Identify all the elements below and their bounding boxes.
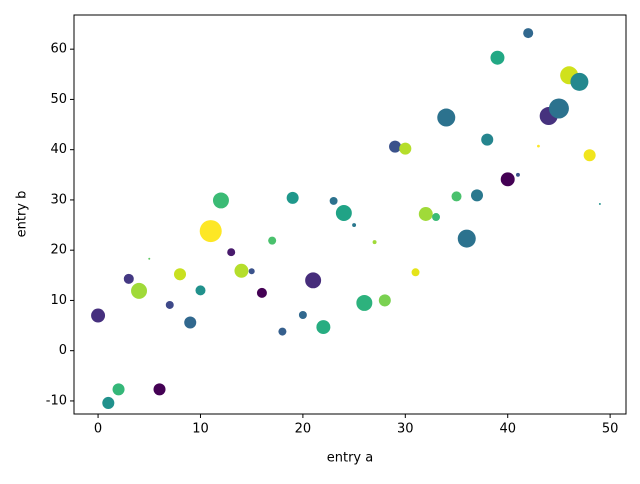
- point: [153, 383, 166, 396]
- point: [548, 98, 569, 119]
- point: [457, 229, 476, 248]
- point: [248, 268, 255, 275]
- point: [335, 205, 352, 221]
- point: [481, 133, 494, 146]
- point: [451, 191, 462, 202]
- y-axis-label: entry b: [15, 191, 30, 238]
- y-tick-label: 50: [50, 92, 67, 107]
- point: [378, 294, 391, 307]
- point: [432, 213, 441, 222]
- point: [91, 308, 106, 323]
- point: [537, 144, 540, 148]
- point: [123, 273, 134, 284]
- point: [256, 287, 267, 298]
- point: [598, 202, 601, 205]
- point: [411, 268, 420, 277]
- point: [500, 172, 515, 187]
- point: [399, 142, 412, 155]
- point: [212, 192, 229, 209]
- point: [490, 50, 505, 65]
- point: [278, 327, 287, 336]
- y-tick-label: -10: [46, 393, 67, 408]
- point: [329, 196, 338, 205]
- y-tick-label: 30: [50, 192, 67, 207]
- x-tick-label: 20: [295, 422, 312, 437]
- point: [165, 300, 174, 309]
- point: [184, 316, 197, 329]
- y-tick-label: 20: [50, 243, 67, 258]
- point: [352, 223, 357, 228]
- point: [523, 28, 534, 39]
- x-tick-label: 30: [397, 422, 414, 437]
- point: [102, 396, 115, 409]
- y-tick-label: 60: [50, 42, 67, 57]
- point: [268, 236, 277, 245]
- x-tick-label: 50: [602, 422, 619, 437]
- y-tick-label: 0: [59, 343, 67, 358]
- point: [305, 272, 322, 289]
- point: [234, 263, 249, 278]
- point: [298, 311, 307, 319]
- point: [389, 140, 402, 153]
- point: [199, 220, 222, 243]
- point: [148, 257, 151, 260]
- point: [286, 191, 299, 204]
- point: [316, 320, 331, 335]
- point: [437, 108, 456, 127]
- x-tick-label: 0: [94, 422, 102, 437]
- x-axis-label: entry a: [327, 451, 373, 466]
- plot-frame: [73, 14, 627, 415]
- point: [515, 172, 520, 177]
- point: [470, 189, 484, 202]
- point: [418, 207, 433, 221]
- point: [356, 294, 373, 311]
- point: [372, 240, 377, 245]
- point: [570, 72, 589, 91]
- point: [131, 282, 148, 299]
- x-tick-label: 40: [499, 422, 516, 437]
- point: [195, 285, 206, 296]
- point: [173, 268, 187, 281]
- point: [583, 149, 596, 162]
- point: [112, 383, 125, 396]
- y-tick-label: 10: [50, 293, 67, 308]
- point: [227, 248, 236, 257]
- y-tick-label: 40: [50, 142, 67, 157]
- x-tick-label: 10: [192, 422, 209, 437]
